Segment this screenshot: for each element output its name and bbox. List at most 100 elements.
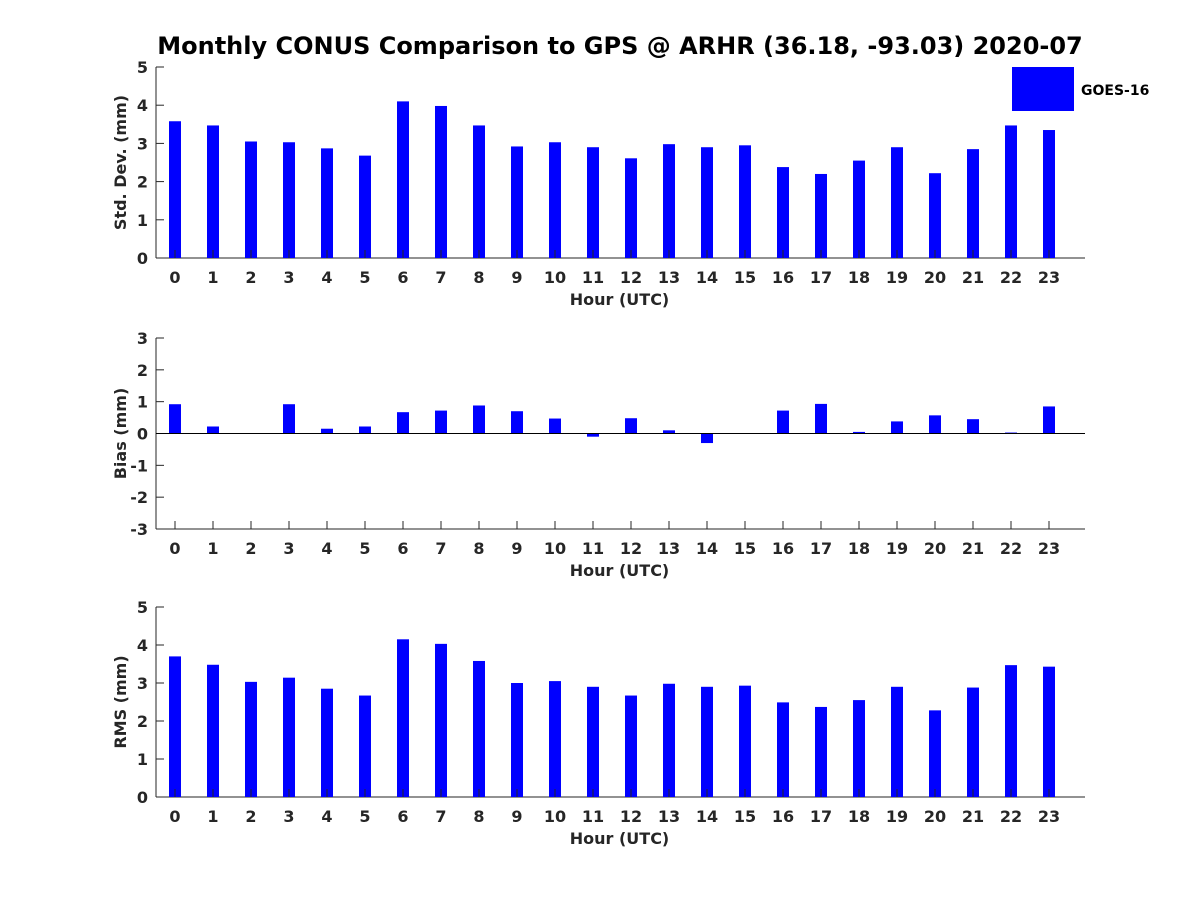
bias-xtick-label: 14 bbox=[696, 539, 718, 558]
rms-bar bbox=[321, 688, 333, 797]
bias-xtick-label: 7 bbox=[435, 539, 446, 558]
std-dev-xlabel: Hour (UTC) bbox=[570, 290, 670, 309]
bias-xtick-label: 20 bbox=[924, 539, 946, 558]
bias-bar bbox=[891, 421, 903, 434]
rms-xtick-label: 9 bbox=[511, 807, 522, 826]
bias-bar bbox=[587, 433, 599, 437]
rms-xtick-label: 11 bbox=[582, 807, 604, 826]
bias-ylabel: Bias (mm) bbox=[111, 388, 130, 480]
rms-bar bbox=[853, 700, 865, 797]
std-dev-ytick-label: 5 bbox=[137, 58, 148, 77]
std-dev-bar bbox=[473, 125, 485, 258]
bias-xtick-label: 10 bbox=[544, 539, 566, 558]
bias-ytick-label: 2 bbox=[137, 361, 148, 380]
bias-ytick-label: -1 bbox=[130, 456, 148, 475]
rms-bar bbox=[625, 695, 637, 797]
bias-ytick-label: 3 bbox=[137, 329, 148, 348]
bias-xtick-label: 15 bbox=[734, 539, 756, 558]
rms-bar bbox=[967, 687, 979, 797]
bias-xtick-label: 21 bbox=[962, 539, 984, 558]
std-dev-bar bbox=[283, 142, 295, 258]
bias-xtick-label: 17 bbox=[810, 539, 832, 558]
bias-bar bbox=[967, 419, 979, 434]
rms-ytick-label: 5 bbox=[137, 598, 148, 617]
std-dev-bar bbox=[435, 105, 447, 259]
bias-xtick-label: 5 bbox=[359, 539, 370, 558]
rms-bar bbox=[359, 695, 371, 797]
std-dev-bar bbox=[1043, 130, 1055, 258]
rms-xtick-label: 19 bbox=[886, 807, 908, 826]
rms-bar bbox=[929, 710, 941, 797]
std-dev-bar bbox=[245, 141, 257, 258]
std-dev-xtick-label: 22 bbox=[1000, 268, 1022, 287]
bias-bar bbox=[815, 403, 827, 434]
bias-bar bbox=[853, 431, 865, 434]
legend-label: GOES-16 bbox=[1081, 83, 1149, 99]
rms-ytick-label: 4 bbox=[137, 636, 148, 655]
std-dev-bar bbox=[321, 148, 333, 258]
rms-xtick-label: 0 bbox=[169, 807, 180, 826]
rms-xtick-label: 22 bbox=[1000, 807, 1022, 826]
bias-bar bbox=[777, 410, 789, 434]
std-dev-bar bbox=[929, 173, 941, 258]
bias-xtick-label: 2 bbox=[245, 539, 256, 558]
std-dev-xtick-label: 5 bbox=[359, 268, 370, 287]
rms-bar bbox=[701, 686, 713, 797]
bias-xtick-label: 1 bbox=[207, 539, 218, 558]
rms-xtick-label: 21 bbox=[962, 807, 984, 826]
bias-bar bbox=[283, 404, 295, 434]
std-dev-xtick-label: 21 bbox=[962, 268, 984, 287]
std-dev-xtick-label: 10 bbox=[544, 268, 566, 287]
bias-bar bbox=[663, 430, 675, 434]
rms-xtick-label: 5 bbox=[359, 807, 370, 826]
std-dev-xtick-label: 3 bbox=[283, 268, 294, 287]
bias-ytick-label: -2 bbox=[130, 488, 148, 507]
std-dev-xtick-label: 16 bbox=[772, 268, 794, 287]
std-dev-bar bbox=[777, 167, 789, 258]
rms-xtick-label: 17 bbox=[810, 807, 832, 826]
figure-title: Monthly CONUS Comparison to GPS @ ARHR (… bbox=[157, 32, 1083, 60]
rms-bar bbox=[435, 643, 447, 797]
std-dev-bar bbox=[511, 146, 523, 258]
rms-bar bbox=[815, 706, 827, 797]
rms-bar bbox=[1005, 665, 1017, 797]
bias-ytick-label: 0 bbox=[137, 425, 148, 444]
rms-ytick-label: 0 bbox=[137, 788, 148, 807]
bias-xtick-label: 22 bbox=[1000, 539, 1022, 558]
bias-xtick-label: 12 bbox=[620, 539, 642, 558]
rms-xtick-label: 13 bbox=[658, 807, 680, 826]
bias-xtick-label: 9 bbox=[511, 539, 522, 558]
rms-bar bbox=[739, 685, 751, 797]
std-dev-bar bbox=[1005, 125, 1017, 258]
std-dev-ytick-label: 0 bbox=[137, 249, 148, 268]
std-dev-bar bbox=[359, 155, 371, 258]
std-dev-ytick-label: 1 bbox=[137, 211, 148, 230]
std-dev-xtick-label: 14 bbox=[696, 268, 718, 287]
bias-bar bbox=[929, 415, 941, 434]
std-dev-bar bbox=[853, 160, 865, 258]
rms-bar bbox=[549, 681, 561, 797]
bias-bar bbox=[169, 404, 181, 434]
bias-bar bbox=[321, 428, 333, 434]
bias-bar bbox=[511, 411, 523, 434]
std-dev-xtick-label: 20 bbox=[924, 268, 946, 287]
bias-ytick-label: 1 bbox=[137, 393, 148, 412]
rms-xtick-label: 2 bbox=[245, 807, 256, 826]
std-dev-ylabel: Std. Dev. (mm) bbox=[111, 95, 130, 230]
std-dev-ytick-label: 4 bbox=[137, 96, 148, 115]
std-dev-xtick-label: 4 bbox=[321, 268, 332, 287]
bias-xtick-label: 16 bbox=[772, 539, 794, 558]
rms-xlabel: Hour (UTC) bbox=[570, 829, 670, 848]
std-dev-xtick-label: 9 bbox=[511, 268, 522, 287]
bias-xtick-label: 18 bbox=[848, 539, 870, 558]
std-dev-xtick-label: 15 bbox=[734, 268, 756, 287]
std-dev-xtick-label: 2 bbox=[245, 268, 256, 287]
bias-xtick-label: 4 bbox=[321, 539, 332, 558]
rms-bar bbox=[511, 683, 523, 797]
bias-bar bbox=[701, 433, 713, 444]
bias-bar bbox=[1043, 406, 1055, 434]
bias-bar bbox=[397, 412, 409, 434]
